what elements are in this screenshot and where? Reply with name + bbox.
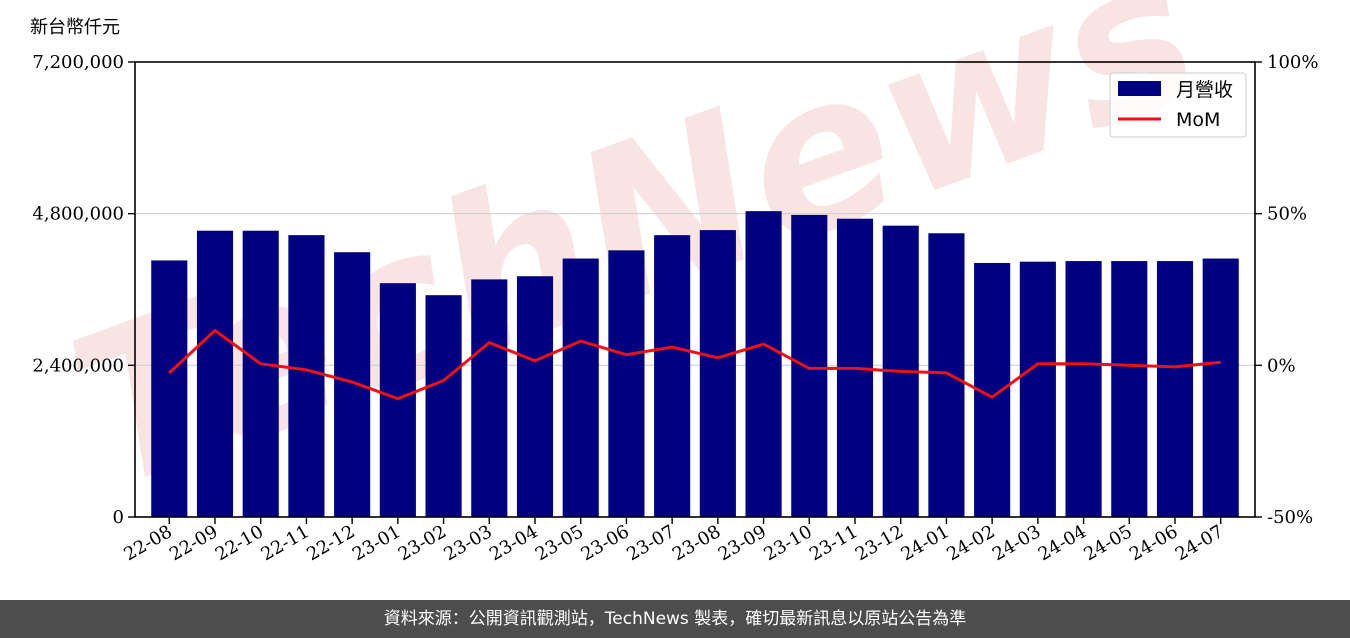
bar-23-04 [516,276,554,517]
y-tick-label: 2,400,000 [32,355,124,376]
bar-22-09 [196,230,234,517]
mom-point-24-06 [1174,366,1176,368]
mom-point-24-01 [945,372,947,374]
x-tick-label: 22-09 [166,521,221,565]
x-tick-label: 23-06 [577,521,632,565]
legend: 月營收 MoM [1109,72,1247,138]
mom-line [168,329,1221,401]
bar-24-01 [928,233,965,517]
x-tick-label: 24-02 [943,521,998,565]
x-tick-label: 22-10 [212,521,267,565]
bar-24-05 [1111,261,1148,517]
x-tick-label: 24-04 [1035,521,1090,565]
bar-24-03 [1019,261,1056,517]
mom-point-23-08 [717,357,719,359]
y2-tick-label: -50% [1267,507,1313,528]
y-tick-label: 4,800,000 [32,204,124,225]
mom-point-23-04 [534,360,536,362]
mom-point-23-01 [397,398,399,400]
bar-23-03 [471,279,508,517]
bar-22-08 [151,260,188,517]
y2-tick-label: 50% [1267,204,1307,225]
y-tick-label: 0 [113,507,124,528]
mom-point-22-12 [351,381,353,383]
mom-point-23-05 [580,340,582,342]
bar-23-02 [425,295,462,517]
bar-23-10 [791,214,828,518]
legend-bar-label: 月營收 [1176,79,1233,101]
mom-point-23-02 [443,380,445,381]
x-tick-label: 23-10 [760,521,815,565]
bar-22-10 [242,230,279,517]
mom-point-24-07 [1220,361,1222,363]
x-tick-label: 23-12 [852,521,907,565]
bar-23-08 [699,230,736,517]
x-tick-label: 23-04 [486,521,541,565]
bar-23-09 [745,211,782,517]
mom-point-23-10 [808,367,810,369]
mom-point-23-03 [488,342,490,344]
mom-point-24-02 [991,396,993,398]
mom-point-23-12 [900,370,902,372]
bar-22-11 [288,235,325,517]
mom-point-24-03 [1037,363,1039,365]
x-tick-label: 23-03 [440,521,495,565]
mom-point-22-09 [214,329,216,331]
mom-point-22-11 [305,369,307,371]
y-tick-label: 7,200,000 [32,52,124,73]
plot-frame [134,61,1256,518]
mom-point-23-07 [671,346,673,348]
x-tick-label: 22-11 [257,521,312,565]
y-axis-unit-label: 新台幣仟元 [30,17,120,38]
bar-23-05 [562,258,599,517]
revenue-bars [151,211,1239,518]
mom-point-22-08 [168,372,170,374]
mom-point-24-05 [1128,364,1130,366]
legend-line-label: MoM [1176,109,1220,131]
x-tick-label: 24-06 [1126,521,1181,565]
x-tick-label: 24-03 [989,521,1044,565]
bar-24-06 [1156,261,1194,517]
x-tick-label: 22-12 [303,521,358,565]
x-tick-label: 23-11 [806,521,861,565]
x-tick-label: 24-05 [1080,521,1135,565]
x-tick-label: 23-09 [715,521,770,565]
bar-22-12 [334,252,371,517]
legend-bar-swatch [1118,81,1161,96]
axes [134,61,1256,518]
mom-line-layer [168,329,1222,401]
x-tick-label: 23-07 [623,521,678,565]
mom-point-24-04 [1083,363,1085,365]
mom-point-23-11 [854,367,856,369]
y2-tick-label: 100% [1267,52,1318,73]
bar-23-07 [654,235,691,517]
bar-24-07 [1202,258,1239,517]
x-tick-label: 24-07 [1172,521,1227,565]
x-tick-label: 23-05 [532,521,587,565]
mom-point-22-10 [260,363,262,365]
source-footer: 資料來源：公開資訊觀測站，TechNews 製表，確切最新訊息以原站公告為準 [0,600,1350,638]
x-tick-label: 23-01 [349,521,404,565]
x-tick-label: 23-08 [669,521,724,565]
revenue-chart: TechNews 02,400,0004,800,0007,200,000-50… [30,0,1318,565]
bar-24-04 [1065,261,1102,517]
bar-23-06 [608,250,645,517]
mom-point-23-09 [763,343,765,345]
x-tick-label: 23-02 [395,521,450,565]
x-tick-label: 24-01 [897,521,952,565]
mom-point-23-06 [625,354,627,356]
y2-tick-label: 0% [1267,355,1296,376]
